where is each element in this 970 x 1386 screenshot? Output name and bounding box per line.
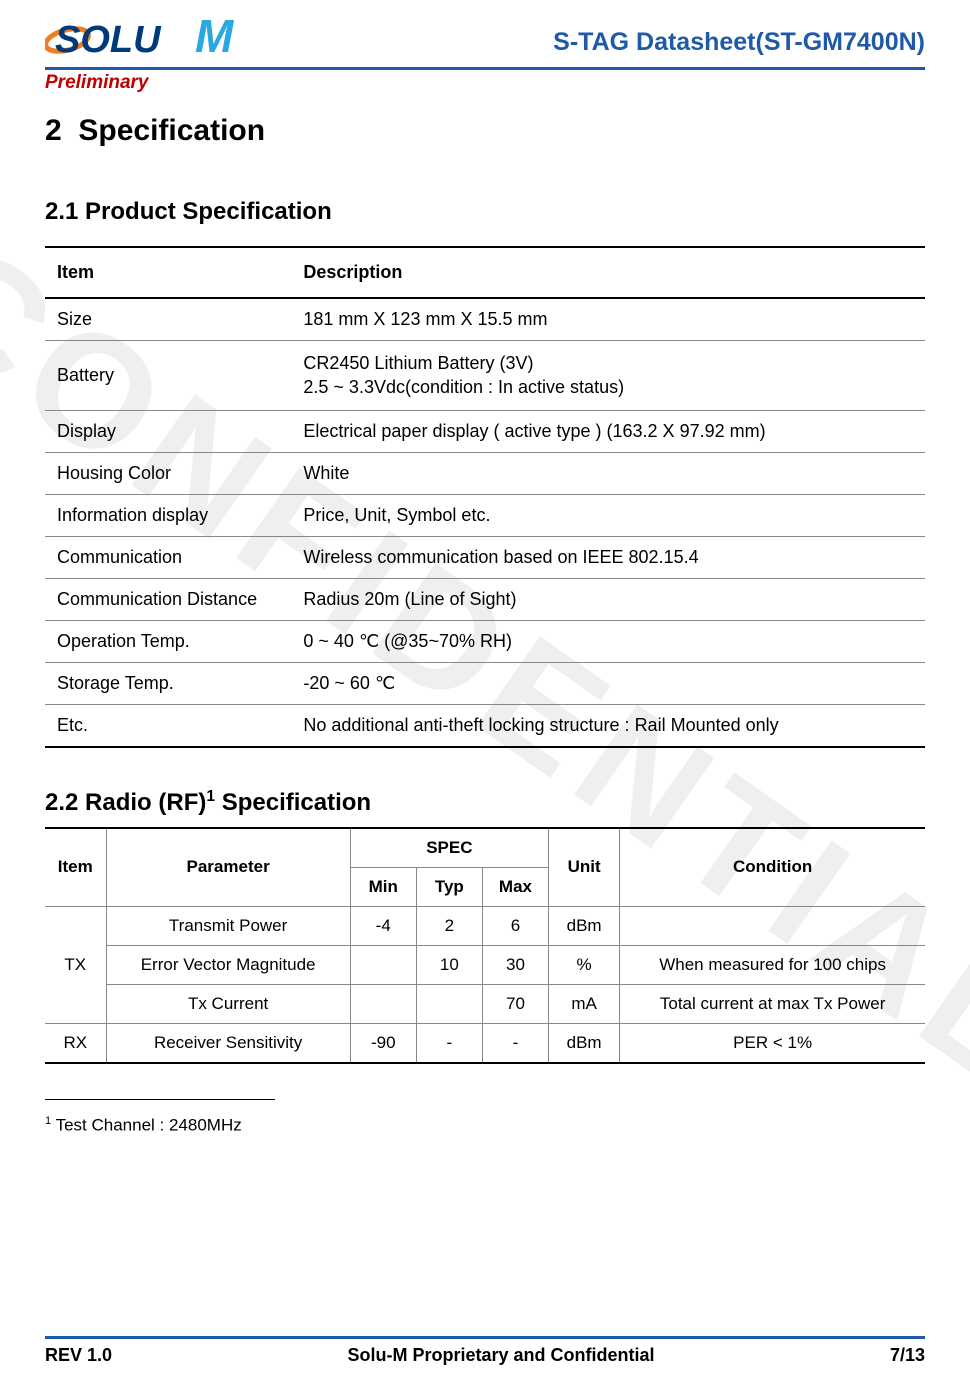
rf-parameter: Tx Current xyxy=(106,984,350,1023)
table-row: CommunicationWireless communication base… xyxy=(45,536,925,578)
footer-rev: REV 1.0 xyxy=(45,1345,112,1366)
table-row: Communication DistanceRadius 20m (Line o… xyxy=(45,578,925,620)
footer-center: Solu-M Proprietary and Confidential xyxy=(347,1345,654,1366)
spec-item: Communication Distance xyxy=(45,578,291,620)
logo-text-m: M xyxy=(195,10,235,62)
spec-item: Information display xyxy=(45,494,291,536)
subsection-number: 2.2 xyxy=(45,789,78,816)
rf-header-spec: SPEC xyxy=(350,828,548,868)
rf-header-item: Item xyxy=(45,828,106,907)
table-row: Error Vector Magnitude 1030%When measured… xyxy=(45,945,925,984)
rf-typ: 10 xyxy=(416,945,482,984)
spec-description: Price, Unit, Symbol etc. xyxy=(291,494,925,536)
spec-item: Housing Color xyxy=(45,452,291,494)
spec-description: 0 ~ 40 ℃ (@35~70% RH) xyxy=(291,620,925,662)
footnote-rule xyxy=(45,1099,275,1100)
rf-unit: mA xyxy=(549,984,620,1023)
page-footer: REV 1.0 Solu-M Proprietary and Confident… xyxy=(45,1336,925,1366)
rf-spec-table: Item Parameter SPEC Unit Condition Min T… xyxy=(45,827,925,1064)
table-row: RXReceiver Sensitivity-90--dBmPER < 1% xyxy=(45,1023,925,1063)
logo: SOLU M xyxy=(45,10,255,67)
rf-condition: Total current at max Tx Power xyxy=(620,984,925,1023)
spec-description: Radius 20m (Line of Sight) xyxy=(291,578,925,620)
rf-min: -4 xyxy=(350,906,416,945)
spec-item: Etc. xyxy=(45,704,291,747)
rf-typ xyxy=(416,984,482,1023)
table-row: DisplayElectrical paper display ( active… xyxy=(45,410,925,452)
table-row: Storage Temp.-20 ~ 60 ℃ xyxy=(45,662,925,704)
document-title: S-TAG Datasheet(ST-GM7400N) xyxy=(553,28,925,57)
table-row: TXTransmit Power-426dBm xyxy=(45,906,925,945)
spec-description: CR2450 Lithium Battery (3V)2.5 ~ 3.3Vdc(… xyxy=(291,341,925,411)
rf-min xyxy=(350,945,416,984)
rf-condition xyxy=(620,906,925,945)
table-row: BatteryCR2450 Lithium Battery (3V)2.5 ~ … xyxy=(45,341,925,411)
spec-description: Wireless communication based on IEEE 802… xyxy=(291,536,925,578)
rf-max: - xyxy=(482,1023,548,1063)
table-row: Information displayPrice, Unit, Symbol e… xyxy=(45,494,925,536)
table-row: Tx Current 70mATotal current at max Tx Po… xyxy=(45,984,925,1023)
rf-typ: - xyxy=(416,1023,482,1063)
rf-condition: PER < 1% xyxy=(620,1023,925,1063)
spec-description: -20 ~ 60 ℃ xyxy=(291,662,925,704)
rf-max: 30 xyxy=(482,945,548,984)
spec-item: Display xyxy=(45,410,291,452)
spec-header-item: Item xyxy=(45,247,291,298)
rf-parameter: Error Vector Magnitude xyxy=(106,945,350,984)
rf-header-parameter: Parameter xyxy=(106,828,350,907)
rf-typ: 2 xyxy=(416,906,482,945)
spec-description: 181 mm X 123 mm X 15.5 mm xyxy=(291,298,925,341)
footnote: 1 Test Channel : 2480MHz xyxy=(45,1115,925,1136)
spec-item: Storage Temp. xyxy=(45,662,291,704)
footer-page: 7/13 xyxy=(890,1345,925,1366)
rf-item: TX xyxy=(45,906,106,1023)
subsection-heading: 2.1 Product Specification xyxy=(45,198,925,226)
section-title: Specification xyxy=(78,114,265,147)
rf-unit: % xyxy=(549,945,620,984)
rf-min xyxy=(350,984,416,1023)
preliminary-label: Preliminary xyxy=(45,72,925,94)
rf-unit: dBm xyxy=(549,906,620,945)
table-row: Housing ColorWhite xyxy=(45,452,925,494)
spec-item: Operation Temp. xyxy=(45,620,291,662)
spec-description: Electrical paper display ( active type )… xyxy=(291,410,925,452)
rf-max: 70 xyxy=(482,984,548,1023)
rf-header-typ: Typ xyxy=(416,867,482,906)
spec-description: No additional anti-theft locking structu… xyxy=(291,704,925,747)
table-row: Etc.No additional anti-theft locking str… xyxy=(45,704,925,747)
section-number: 2 xyxy=(45,114,62,147)
section-heading: 2 Specification xyxy=(45,114,925,148)
rf-item: RX xyxy=(45,1023,106,1063)
rf-max: 6 xyxy=(482,906,548,945)
subsection-title-suffix: Specification xyxy=(215,789,371,816)
subsection-title-prefix: Radio (RF) xyxy=(85,789,206,816)
rf-header-max: Max xyxy=(482,867,548,906)
spec-description: White xyxy=(291,452,925,494)
subsection-title: Product Specification xyxy=(85,198,332,225)
rf-parameter: Receiver Sensitivity xyxy=(106,1023,350,1063)
table-row: Size181 mm X 123 mm X 15.5 mm xyxy=(45,298,925,341)
rf-header-unit: Unit xyxy=(549,828,620,907)
logo-svg: SOLU M xyxy=(45,10,255,62)
spec-header-description: Description xyxy=(291,247,925,298)
rf-condition: When measured for 100 chips xyxy=(620,945,925,984)
spec-item: Communication xyxy=(45,536,291,578)
page-header: SOLU M S-TAG Datasheet(ST-GM7400N) xyxy=(45,10,925,70)
table-row: Operation Temp.0 ~ 40 ℃ (@35~70% RH) xyxy=(45,620,925,662)
spec-item: Battery xyxy=(45,341,291,411)
subsection-heading: 2.2 Radio (RF)1 Specification xyxy=(45,788,925,817)
rf-header-min: Min xyxy=(350,867,416,906)
footnote-text: Test Channel : 2480MHz xyxy=(51,1115,242,1134)
rf-header-condition: Condition xyxy=(620,828,925,907)
rf-unit: dBm xyxy=(549,1023,620,1063)
logo-text-solu: SOLU xyxy=(55,19,162,61)
rf-min: -90 xyxy=(350,1023,416,1063)
footnote-ref: 1 xyxy=(206,788,215,805)
spec-item: Size xyxy=(45,298,291,341)
rf-parameter: Transmit Power xyxy=(106,906,350,945)
subsection-number: 2.1 xyxy=(45,198,78,225)
product-spec-table: Item Description Size181 mm X 123 mm X 1… xyxy=(45,246,925,748)
